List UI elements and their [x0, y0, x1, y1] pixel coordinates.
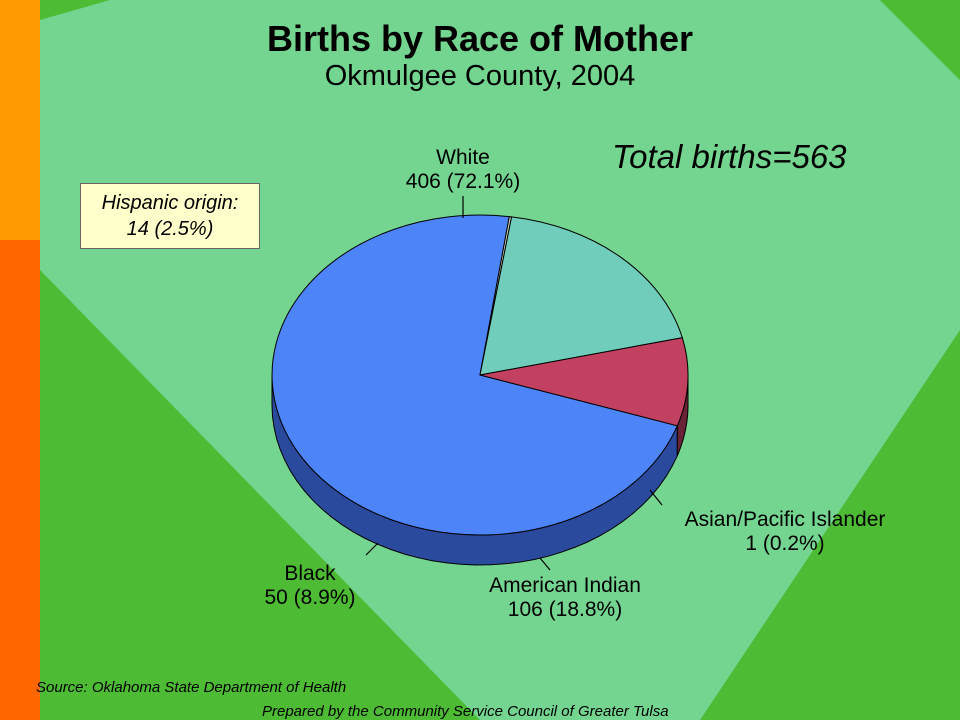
total-births-label: Total births=563 [612, 138, 847, 175]
side-bar-bottom [0, 240, 40, 720]
pie-slice-american-indian [479, 216, 683, 376]
note-line-1: Hispanic origin: [101, 192, 239, 214]
data-label-white: White 406 (72.1%) [388, 146, 538, 194]
slice-value-american-indian: 106 (18.8%) [507, 598, 623, 621]
pie-slice-white [271, 214, 678, 536]
data-label-black: Black 50 (8.9%) [245, 562, 375, 610]
data-label-asian: Asian/Pacific Islander 1 (0.2%) [660, 508, 910, 556]
leader-american-indian [539, 557, 551, 571]
pie-slice-black [479, 337, 689, 427]
slice-value-black: 50 (8.9%) [264, 586, 356, 609]
hispanic-origin-note: Hispanic origin: 14 (2.5%) [80, 183, 260, 249]
slice-name-american-indian: American Indian [489, 574, 641, 597]
data-label-american-indian: American Indian 106 (18.8%) [470, 574, 660, 622]
note-line-2: 14 (2.5%) [126, 218, 214, 240]
slice-value-white: 406 (72.1%) [405, 170, 521, 193]
prepared-by-note: Prepared by the Community Service Counci… [262, 703, 669, 720]
leader-black [365, 542, 379, 556]
slice-name-black: Black [284, 562, 336, 585]
slice-name-asian: Asian/Pacific Islander [684, 508, 886, 531]
chart-subtitle: Okmulgee County, 2004 [324, 60, 636, 92]
chart-title: Births by Race of Mother [266, 18, 694, 59]
slice-value-asian: 1 (0.2%) [745, 532, 825, 555]
leader-asian [649, 489, 663, 506]
side-bar-top [0, 0, 40, 240]
pie-chart [271, 214, 689, 566]
source-note: Source: Oklahoma State Department of Hea… [36, 679, 347, 696]
background-diamond-right [880, 0, 960, 80]
slice-name-white: White [436, 146, 490, 169]
leader-lines [365, 196, 663, 571]
